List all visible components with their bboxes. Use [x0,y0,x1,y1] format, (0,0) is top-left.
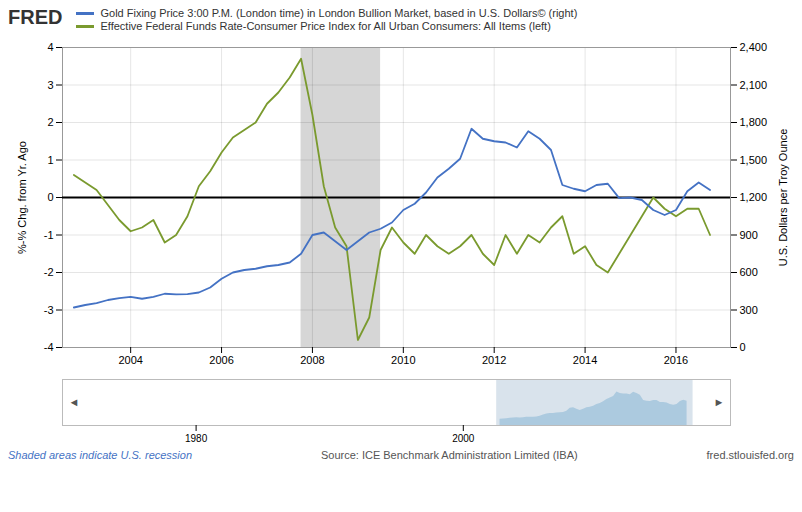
svg-text:900: 900 [740,229,758,241]
html-text:FRED: FRED [8,6,63,28]
svg-text:2,100: 2,100 [740,79,768,91]
html-text:Gold Fixing Price 3:00 P.M. (L: Gold Fixing Price 3:00 P.M. (London time… [100,7,578,19]
svg-text:U.S. Dollars per Troy Ounce: U.S. Dollars per Troy Ounce [777,129,789,267]
svg-text:2016: 2016 [664,354,688,366]
svg-text:1: 1 [47,154,53,166]
svg-text:◄: ◄ [69,396,80,408]
svg-text:0: 0 [47,191,53,203]
svg-text:2: 2 [47,116,53,128]
svg-text:600: 600 [740,266,758,278]
svg-text:1,200: 1,200 [740,191,768,203]
svg-text:►: ► [714,396,725,408]
svg-text:2,400: 2,400 [740,41,768,53]
svg-text:2008: 2008 [300,354,324,366]
svg-text:2000: 2000 [452,433,475,444]
svg-text:1,500: 1,500 [740,154,768,166]
svg-text:3: 3 [47,79,53,91]
svg-text:-1: -1 [44,229,54,241]
svg-text:2004: 2004 [118,354,142,366]
svg-text:1980: 1980 [185,433,208,444]
svg-text:2012: 2012 [482,354,506,366]
svg-text:-4: -4 [44,341,54,353]
svg-text:-3: -3 [44,304,54,316]
svg-text:4: 4 [47,41,53,53]
svg-text:0: 0 [740,341,746,353]
svg-text:-2: -2 [44,266,54,278]
svg-text:2014: 2014 [573,354,597,366]
svg-text:2006: 2006 [209,354,233,366]
svg-text:1,800: 1,800 [740,116,768,128]
svg-text:300: 300 [740,304,758,316]
svg-text:%-% Chg. from Yr. Ago: %-% Chg. from Yr. Ago [16,141,28,254]
html-text:Effective Federal Funds Rate-C: Effective Federal Funds Rate-Consumer Pr… [100,20,551,32]
svg-text:2010: 2010 [391,354,415,366]
html-text:fred.stlouisfed.org: fred.stlouisfed.org [706,449,794,461]
html-text:Source: ICE Benchmark Administ: Source: ICE Benchmark Administration Lim… [320,449,578,461]
html-text:Shaded areas indicate U.S. rec: Shaded areas indicate U.S. recession [8,449,193,461]
